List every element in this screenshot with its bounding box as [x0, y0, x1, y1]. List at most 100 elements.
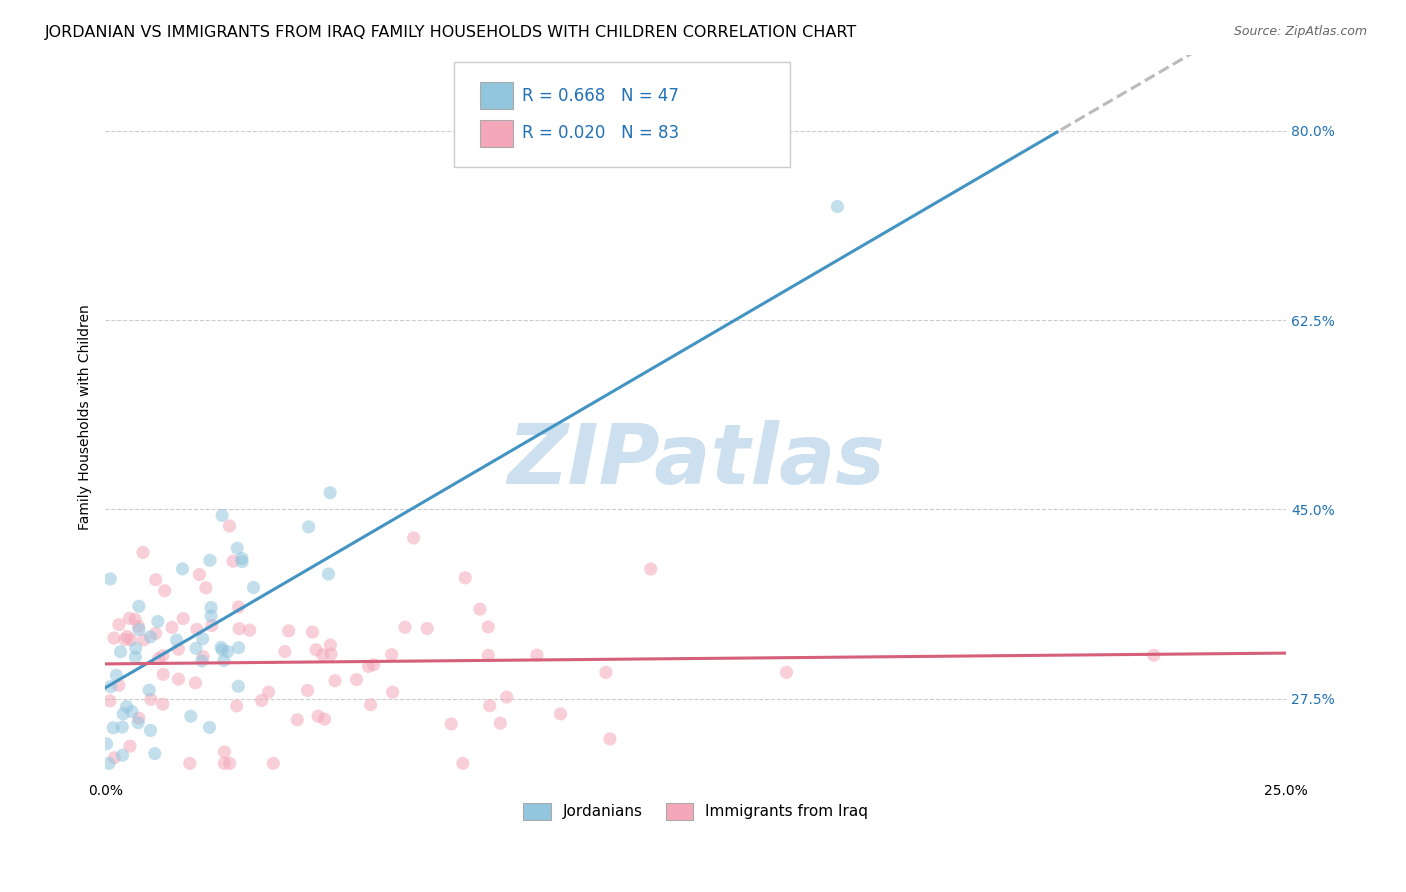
Point [218, 519, 240, 533]
Point [100, 680, 122, 694]
Point [107, 678, 129, 692]
Bar [479, 120, 513, 147]
Point [145, 626, 167, 640]
Point [285, 713, 308, 727]
Point [120, 632, 142, 647]
Point [127, 619, 149, 633]
Point [228, 640, 250, 655]
Point [211, 643, 233, 657]
Point [402, 531, 425, 545]
Point [179, 756, 201, 771]
Text: ZIPatlas: ZIPatlas [506, 420, 884, 501]
Point [138, 683, 160, 698]
Point [225, 698, 247, 713]
Point [128, 711, 150, 725]
Point [262, 756, 284, 771]
Point [319, 485, 342, 500]
Point [98, 694, 121, 708]
Point [477, 648, 499, 663]
Point [98, 572, 121, 586]
Point [314, 712, 336, 726]
Point [139, 692, 162, 706]
Point [184, 675, 207, 690]
Point [228, 599, 250, 614]
Point [191, 632, 214, 646]
Point [478, 698, 501, 713]
Point [194, 581, 217, 595]
Point [775, 665, 797, 680]
Point [640, 562, 662, 576]
Point [111, 748, 134, 763]
Bar [479, 82, 513, 110]
Point [191, 654, 214, 668]
Point [172, 562, 194, 576]
Point [152, 667, 174, 681]
Point [125, 641, 148, 656]
Point [307, 709, 329, 723]
Point [440, 717, 463, 731]
Point [301, 625, 323, 640]
Point [127, 715, 149, 730]
Point [201, 618, 224, 632]
Point [172, 611, 194, 625]
Point [394, 620, 416, 634]
Point [108, 617, 131, 632]
Point [124, 612, 146, 626]
Point [139, 630, 162, 644]
Legend: Jordanians, Immigrants from Iraq: Jordanians, Immigrants from Iraq [517, 797, 875, 826]
Point [495, 690, 517, 704]
Point [346, 673, 368, 687]
Point [827, 200, 849, 214]
Point [217, 644, 239, 658]
Point [231, 555, 253, 569]
Point [323, 673, 346, 688]
Point [599, 731, 621, 746]
Point [198, 720, 221, 734]
Point [214, 745, 236, 759]
Point [105, 668, 128, 682]
Point [242, 581, 264, 595]
Point [416, 622, 439, 636]
Point [139, 723, 162, 738]
Point [188, 567, 211, 582]
Point [114, 632, 136, 647]
Text: JORDANIAN VS IMMIGRANTS FROM IRAQ FAMILY HOUSEHOLDS WITH CHILDREN CORRELATION CH: JORDANIAN VS IMMIGRANTS FROM IRAQ FAMILY… [45, 25, 858, 40]
Point [212, 756, 235, 771]
Point [297, 683, 319, 698]
Point [118, 611, 141, 625]
Point [318, 566, 340, 581]
Point [468, 602, 491, 616]
Point [148, 651, 170, 665]
Point [312, 648, 335, 662]
Point [319, 638, 342, 652]
Point [152, 648, 174, 663]
Point [226, 541, 249, 556]
Point [166, 633, 188, 648]
Point [115, 699, 138, 714]
Point [143, 747, 166, 761]
Point [209, 640, 232, 655]
Point [184, 641, 207, 656]
Point [180, 709, 202, 723]
Point [193, 649, 215, 664]
Point [211, 508, 233, 523]
Point [160, 620, 183, 634]
Point [118, 739, 141, 754]
Point [451, 756, 474, 771]
Point [226, 679, 249, 693]
Point [128, 599, 150, 614]
Point [1143, 648, 1166, 663]
Point [595, 665, 617, 680]
Point [381, 685, 404, 699]
Point [200, 600, 222, 615]
Point [319, 647, 342, 661]
Point [381, 648, 404, 662]
Point [274, 644, 297, 658]
Point [167, 672, 190, 686]
Point [526, 648, 548, 662]
Point [218, 756, 240, 771]
Point [222, 554, 245, 568]
Text: R = 0.668   N = 47: R = 0.668 N = 47 [522, 87, 679, 104]
Point [103, 751, 125, 765]
Text: Source: ZipAtlas.com: Source: ZipAtlas.com [1233, 25, 1367, 38]
